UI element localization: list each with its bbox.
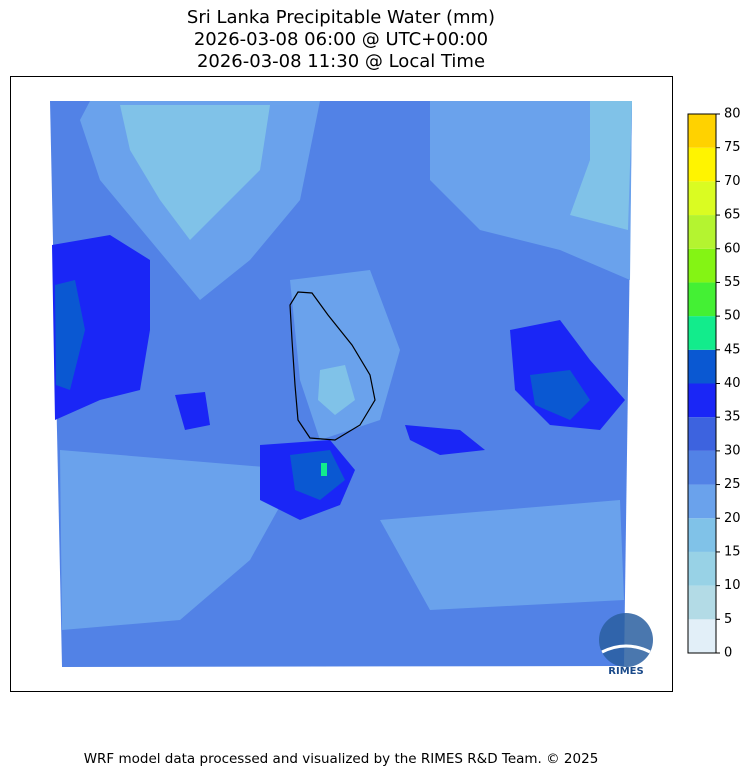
colorbar-tick-label: 20 <box>724 511 741 526</box>
colorbar-segment <box>688 450 716 485</box>
colorbar-tick-label: 65 <box>724 208 741 223</box>
colorbar-segment <box>688 518 716 552</box>
colorbar-tick-label: 45 <box>724 342 741 357</box>
colorbar-segment <box>688 248 716 283</box>
title-line: 2026-03-08 11:30 @ Local Time <box>197 51 485 72</box>
colorbar-segment <box>688 484 716 519</box>
colorbar-segment <box>688 585 716 620</box>
colorbar-segment <box>688 417 716 451</box>
colorbar-segment <box>688 215 716 249</box>
colorbar-tick-label: 55 <box>724 275 741 290</box>
colorbar-segment <box>688 349 716 384</box>
colorbar-segment <box>688 316 716 350</box>
colorbar-segment <box>688 181 716 216</box>
colorbar-tick-label: 10 <box>724 578 741 593</box>
colorbar-tick-label: 0 <box>724 646 732 661</box>
logo-text: RIMES <box>608 666 643 677</box>
colorbar-tick-label: 50 <box>724 309 741 324</box>
colorbar-segment <box>688 383 716 418</box>
colorbar-tick-label: 60 <box>724 241 741 256</box>
colorbar-tick-label: 70 <box>724 174 741 189</box>
colorbar-tick-label: 35 <box>724 410 741 425</box>
footer: WRF model data processed and visualized … <box>84 751 599 767</box>
colorbar-segment <box>688 619 716 653</box>
colorbar-tick-label: 25 <box>724 477 741 492</box>
colorbar-segment <box>688 147 716 182</box>
colorbar-tick-label: 30 <box>724 443 741 458</box>
colorbar-tick-label: 15 <box>724 544 741 559</box>
colorbar-segment <box>688 282 716 317</box>
colorbar-segment <box>688 114 716 148</box>
colorbar-tick-label: 40 <box>724 376 741 391</box>
title-line: 2026-03-08 06:00 @ UTC+00:00 <box>194 29 488 50</box>
colorbar-tick-label: 75 <box>724 140 741 155</box>
colorbar: 0 5 10 15 20 25 30 35 40 45 50 55 60 65 70 75 80 <box>687 107 741 661</box>
title-line: Sri Lanka Precipitable Water (mm) <box>187 7 495 28</box>
colorbar-tick-label: 5 <box>724 612 732 627</box>
map: RIMES <box>50 101 653 677</box>
colorbar-tick-label: 80 <box>724 107 741 122</box>
colorbar-segment <box>688 551 716 586</box>
